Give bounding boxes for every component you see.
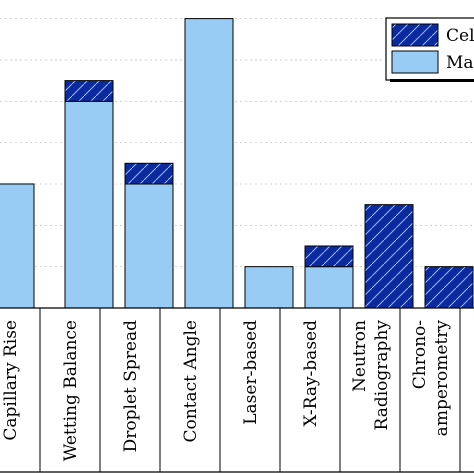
category-label: Wetting Balance: [61, 320, 81, 461]
legend-swatch-cel: [391, 23, 439, 47]
bar-segment-ma: [184, 18, 234, 309]
category-label: Capillary Rise: [1, 320, 21, 441]
bar-segment-cel: [64, 80, 114, 102]
category-label: Contact Angle: [181, 320, 201, 443]
legend: Cel Ma: [385, 17, 474, 82]
category-label: Radiography: [372, 320, 392, 431]
bars: [0, 18, 474, 309]
legend-swatch-ma: [391, 50, 439, 74]
legend-shadow: [390, 79, 474, 82]
bar-segment-cel: [124, 162, 174, 185]
bar-segment-ma: [244, 266, 294, 309]
bar-segment-cel: [424, 266, 474, 309]
category-label: Laser-based: [241, 320, 261, 425]
category-label: Droplet Spread: [121, 320, 141, 452]
bar-segment-cel: [364, 204, 414, 309]
legend-label-ma: Ma: [446, 53, 474, 73]
bar-segment-cel: [304, 245, 354, 268]
category-labels: Capillary Rise Wetting Balance Droplet Spr…: [1, 308, 461, 472]
bar-segment-ma: [124, 183, 174, 309]
bar-segment-ma: [64, 100, 114, 309]
axes: [0, 307, 474, 473]
category-label: amperometry: [432, 320, 452, 437]
legend-label-cel: Cel: [446, 26, 474, 46]
category-label: X-Ray-based: [301, 320, 321, 427]
category-label: Neutron: [350, 320, 370, 392]
bar-segment-ma: [0, 183, 35, 309]
bar-segment-ma: [304, 266, 354, 309]
category-label: Chrono-: [410, 320, 430, 389]
